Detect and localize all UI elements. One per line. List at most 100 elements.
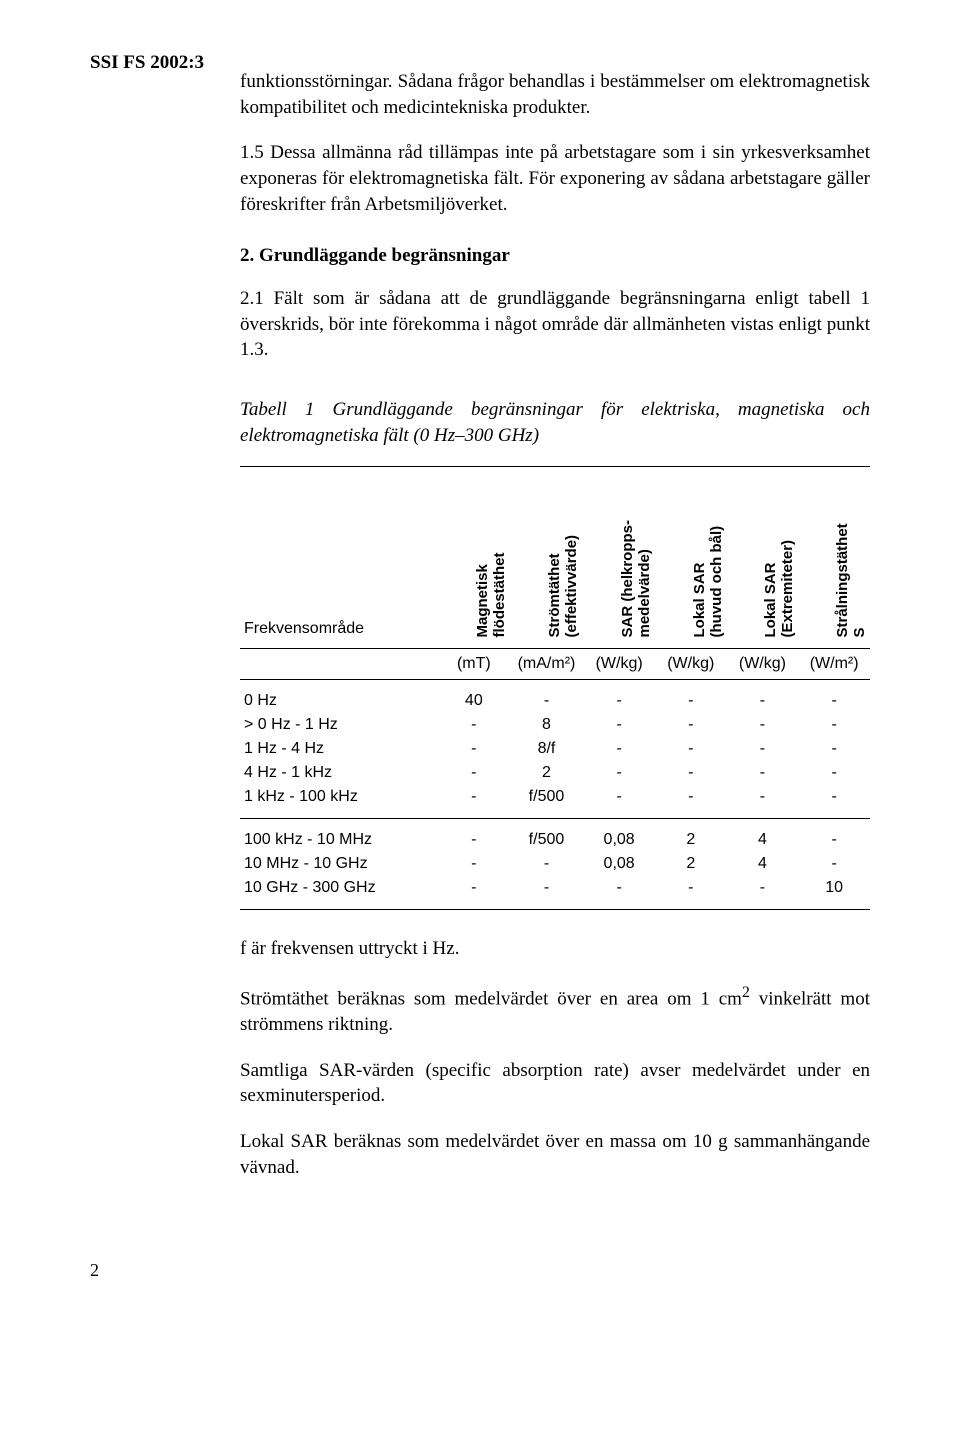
col-header-text: Lokal SAR (762, 562, 779, 637)
cell: - (438, 852, 510, 876)
cell: 1 Hz - 4 Hz (240, 737, 438, 761)
col-header-text: S (851, 627, 868, 637)
cell: - (798, 819, 870, 853)
cell: 8/f (510, 737, 584, 761)
table-row: 10 MHz - 10 GHz - - 0,08 2 4 - (240, 852, 870, 876)
cell: 2 (510, 761, 584, 785)
table-row: 0 Hz 40 - - - - - (240, 680, 870, 714)
col-header-text: (effektivvärde) (564, 535, 581, 638)
unit-blank (240, 649, 438, 680)
table-row: 4 Hz - 1 kHz - 2 - - - - (240, 761, 870, 785)
col-header-sar-extrem: Lokal SAR (Extremiteter) (727, 467, 799, 649)
cell: - (583, 761, 655, 785)
cell: - (583, 713, 655, 737)
page-number: 2 (90, 1260, 870, 1281)
cell: - (798, 785, 870, 819)
cell: f/500 (510, 785, 584, 819)
unit-ma: (mA/m²) (510, 649, 584, 680)
superscript-2: 2 (742, 984, 750, 1001)
cell: - (798, 737, 870, 761)
col-header-sar-body: SAR (helkropps- medelvärde) (583, 467, 655, 649)
col-header-text: Strålningstäthet (834, 523, 851, 637)
cell: - (655, 737, 727, 761)
cell: 40 (438, 680, 510, 714)
cell: - (583, 680, 655, 714)
cell: - (798, 680, 870, 714)
col-header-text: Magnetisk (474, 564, 491, 637)
col-header-text: (huvud och bål) (708, 526, 725, 638)
cell: - (583, 785, 655, 819)
table-row: 1 Hz - 4 Hz - 8/f - - - - (240, 737, 870, 761)
cell: - (438, 819, 510, 853)
table-note-1: f är frekvensen uttryckt i Hz. (240, 936, 870, 962)
cell: - (510, 852, 584, 876)
col-header-radiation: Strålningstäthet S (798, 467, 870, 649)
paragraph-2-1: 2.1 Fält som är sådana att de grundlägga… (240, 286, 870, 363)
table-note-4: Lokal SAR beräknas som medelvärdet över … (240, 1129, 870, 1180)
cell: - (655, 876, 727, 910)
col-header-text: Strömtäthet (546, 553, 563, 637)
col-header-text: medelvärde) (636, 549, 653, 637)
unit-wkg1: (W/kg) (583, 649, 655, 680)
cell: 4 Hz - 1 kHz (240, 761, 438, 785)
cell: - (655, 713, 727, 737)
cell: 1 kHz - 100 kHz (240, 785, 438, 819)
paragraph-intro-cont: funktionsstörningar. Sådana frågor behan… (240, 69, 870, 120)
cell: - (438, 785, 510, 819)
cell: - (583, 876, 655, 910)
col-header-magnetic: Magnetisk flödestäthet (438, 467, 510, 649)
col-header-text: SAR (helkropps- (619, 520, 636, 638)
cell: 4 (727, 819, 799, 853)
table-1: Frekvensområde Magnetisk flödestäthet St… (240, 466, 870, 910)
cell: 2 (655, 852, 727, 876)
paragraph-1-5: 1.5 Dessa allmänna råd tillämpas inte på… (240, 140, 870, 217)
table-1-caption: Tabell 1 Grundläggande begränsningar för… (240, 397, 870, 448)
unit-wm2: (W/m²) (798, 649, 870, 680)
cell: - (510, 680, 584, 714)
table-row: 1 kHz - 100 kHz - f/500 - - - - (240, 785, 870, 819)
col-header-current: Strömtäthet (effektivvärde) (510, 467, 584, 649)
cell: - (655, 761, 727, 785)
cell: - (438, 876, 510, 910)
unit-wkg2: (W/kg) (655, 649, 727, 680)
table-note-3: Samtliga SAR-värden (specific absorption… (240, 1058, 870, 1109)
col-header-sar-head: Lokal SAR (huvud och bål) (655, 467, 727, 649)
cell: 100 kHz - 10 MHz (240, 819, 438, 853)
doc-code: SSI FS 2002:3 (90, 52, 204, 74)
cell: 0,08 (583, 819, 655, 853)
cell: - (727, 761, 799, 785)
cell: 8 (510, 713, 584, 737)
cell: - (438, 737, 510, 761)
cell: - (727, 713, 799, 737)
table-row: 10 GHz - 300 GHz - - - - - 10 (240, 876, 870, 910)
cell: - (655, 680, 727, 714)
cell: - (510, 876, 584, 910)
cell: 2 (655, 819, 727, 853)
cell: f/500 (510, 819, 584, 853)
col-header-text: (Extremiteter) (780, 540, 797, 638)
cell: - (798, 761, 870, 785)
cell: - (727, 737, 799, 761)
cell: 0 Hz (240, 680, 438, 714)
cell: - (438, 761, 510, 785)
col-header-frequency: Frekvensområde (240, 467, 438, 649)
cell: 10 GHz - 300 GHz (240, 876, 438, 910)
section-2-title: 2. Grundläggande begränsningar (240, 245, 870, 267)
col-header-text: flödestäthet (491, 552, 508, 637)
cell: 4 (727, 852, 799, 876)
cell: - (655, 785, 727, 819)
note-text: Strömtäthet beräknas som medelvärdet öve… (240, 988, 742, 1009)
cell: > 0 Hz - 1 Hz (240, 713, 438, 737)
cell: 10 (798, 876, 870, 910)
cell: 10 MHz - 10 GHz (240, 852, 438, 876)
unit-wkg3: (W/kg) (727, 649, 799, 680)
cell: - (583, 737, 655, 761)
table-note-2: Strömtäthet beräknas som medelvärdet öve… (240, 982, 870, 1038)
table-row: 100 kHz - 10 MHz - f/500 0,08 2 4 - (240, 819, 870, 853)
table-row: > 0 Hz - 1 Hz - 8 - - - - (240, 713, 870, 737)
cell: - (798, 713, 870, 737)
cell: - (798, 852, 870, 876)
cell: - (727, 680, 799, 714)
cell: - (438, 713, 510, 737)
unit-mt: (mT) (438, 649, 510, 680)
